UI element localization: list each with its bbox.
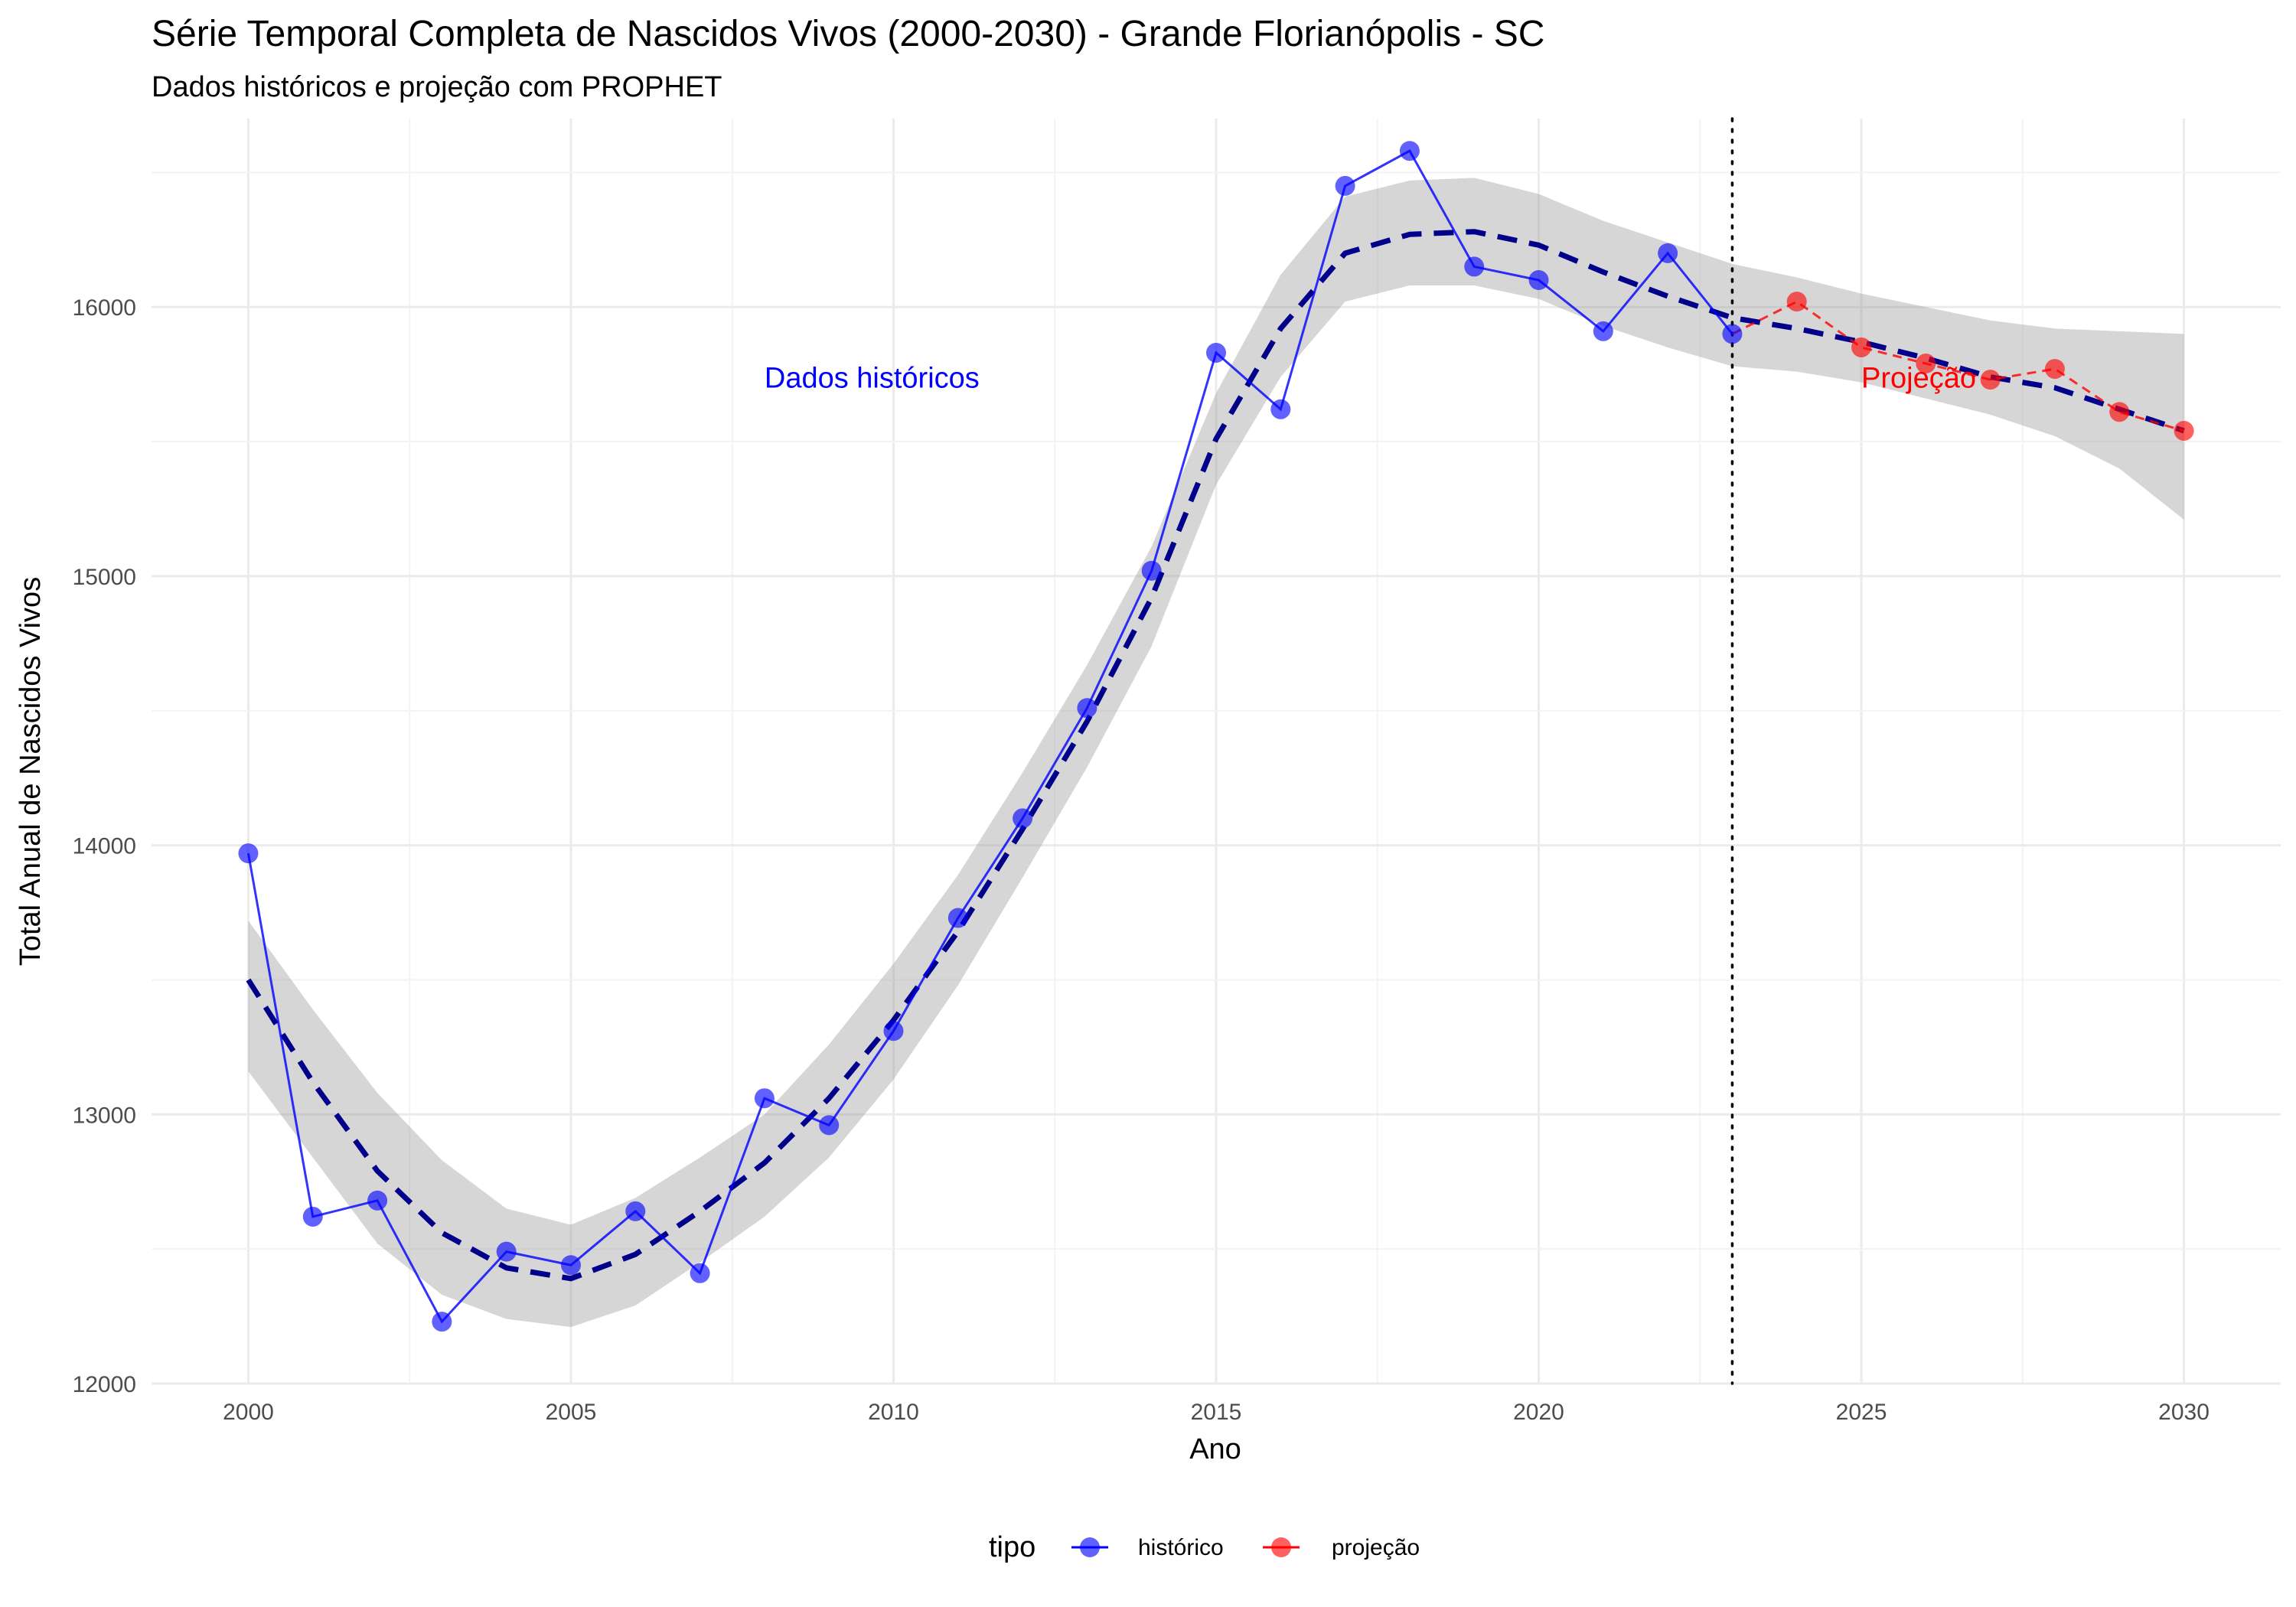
point-historico-2023 xyxy=(1722,324,1743,344)
y-tick-label: 16000 xyxy=(73,295,136,321)
point-historico-2001 xyxy=(302,1206,323,1227)
series-layer xyxy=(238,141,2194,1332)
legend-label-projecao: projeção xyxy=(1332,1535,1420,1560)
point-projecao-2024 xyxy=(1786,292,1807,312)
legend-key-point-projecao xyxy=(1271,1537,1291,1557)
point-historico-2011 xyxy=(947,908,968,928)
chart-title: Série Temporal Completa de Nascidos Vivo… xyxy=(152,14,1544,54)
point-historico-2012 xyxy=(1013,808,1033,829)
point-projecao-2028 xyxy=(2044,359,2065,380)
trend-line xyxy=(246,229,2185,1282)
point-historico-2020 xyxy=(1528,270,1549,291)
chart-subtitle: Dados históricos e projeção com PROPHET xyxy=(152,71,722,103)
point-historico-2009 xyxy=(819,1115,840,1136)
x-axis-ticks: 2000 2005 2010 2015 2020 2025 2030 xyxy=(223,1400,2210,1425)
legend: tipo histórico projeção xyxy=(989,1531,1420,1563)
point-projecao-2025 xyxy=(1851,337,1872,357)
confidence-band xyxy=(248,178,2184,1328)
point-historico-2008 xyxy=(754,1088,775,1109)
y-tick-label: 14000 xyxy=(73,834,136,859)
point-historico-2017 xyxy=(1335,175,1355,196)
x-tick-label: 2000 xyxy=(223,1400,274,1425)
point-historico-2006 xyxy=(625,1201,646,1221)
point-historico-2019 xyxy=(1464,256,1485,277)
x-tick-label: 2025 xyxy=(1836,1400,1887,1425)
x-tick-label: 2010 xyxy=(868,1400,919,1425)
point-historico-2004 xyxy=(496,1241,517,1262)
point-projecao-2026 xyxy=(1916,354,1936,374)
series-line-projecao xyxy=(1731,300,2184,432)
x-tick-label: 2030 xyxy=(2158,1400,2210,1425)
grid xyxy=(152,119,2281,1385)
y-axis-ticks: 12000 13000 14000 15000 16000 xyxy=(73,295,136,1397)
annotation-projecao: Projeção xyxy=(1861,363,1976,395)
point-historico-2002 xyxy=(367,1190,388,1211)
point-historico-2013 xyxy=(1077,698,1097,719)
point-historico-2000 xyxy=(238,843,259,864)
x-tick-label: 2020 xyxy=(1513,1400,1564,1425)
legend-key-point-historico xyxy=(1080,1537,1100,1557)
point-historico-2016 xyxy=(1270,399,1291,419)
annotation-layer: Dados históricos Projeção xyxy=(765,363,1976,395)
point-projecao-2029 xyxy=(2109,402,2130,422)
legend-label-historico: histórico xyxy=(1138,1535,1224,1560)
point-historico-2018 xyxy=(1399,141,1420,161)
point-historico-2015 xyxy=(1206,342,1226,363)
y-tick-label: 12000 xyxy=(73,1372,136,1397)
x-tick-label: 2015 xyxy=(1191,1400,1242,1425)
series-line-historico xyxy=(246,149,1733,1324)
y-tick-label: 13000 xyxy=(73,1103,136,1128)
annotation-historico: Dados históricos xyxy=(765,363,980,395)
trend-layer xyxy=(246,229,2185,1282)
y-tick-label: 15000 xyxy=(73,565,136,590)
point-historico-2014 xyxy=(1141,560,1162,581)
point-historico-2010 xyxy=(883,1021,904,1041)
legend-title: tipo xyxy=(989,1531,1035,1563)
point-historico-2003 xyxy=(432,1312,452,1332)
x-tick-label: 2005 xyxy=(546,1400,597,1425)
point-historico-2022 xyxy=(1658,243,1678,263)
confidence-band-layer xyxy=(248,178,2184,1328)
point-historico-2021 xyxy=(1593,321,1613,341)
point-projecao-2030 xyxy=(2174,420,2194,441)
point-historico-2007 xyxy=(690,1263,710,1283)
y-axis-title: Total Anual de Nascidos Vivos xyxy=(15,577,47,966)
x-axis-title: Ano xyxy=(1189,1433,1241,1465)
point-projecao-2027 xyxy=(1980,370,2001,390)
point-historico-2005 xyxy=(560,1255,581,1276)
